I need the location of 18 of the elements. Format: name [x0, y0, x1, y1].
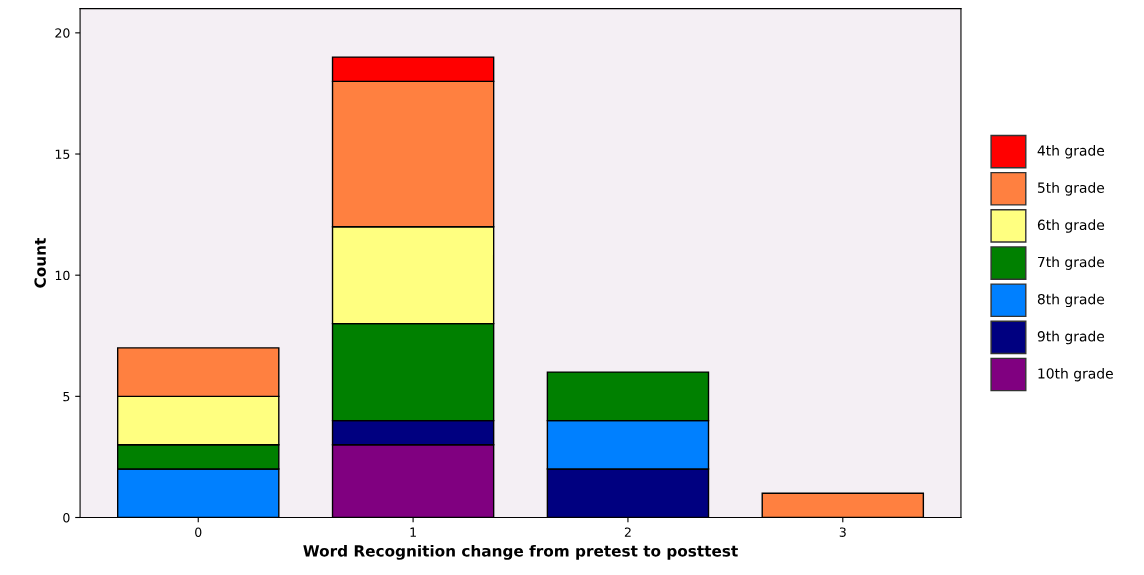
x-axis-title: Word Recognition change from pretest to posttest — [303, 544, 738, 560]
y-tick-label: 0 — [63, 512, 70, 523]
y-axis-title: Count — [34, 238, 46, 288]
legend-label: 8th grade — [1037, 293, 1105, 308]
x-tick-label: 1 — [410, 527, 416, 537]
legend-label: 10th grade — [1038, 367, 1113, 382]
x-tick-label: 2 — [624, 527, 631, 537]
x-tick-label: 0 — [195, 527, 202, 537]
legend-label: 7th grade — [1038, 256, 1105, 270]
y-tick-label: 15 — [55, 149, 70, 159]
legend-label: 9th grade — [1037, 330, 1105, 345]
y-tick-label: 20 — [55, 28, 70, 38]
legend-label: 4th grade — [1037, 145, 1105, 159]
y-tick-label: 10 — [55, 270, 70, 281]
legend-label: 5th grade — [1037, 182, 1105, 196]
x-tick-label: 3 — [839, 527, 846, 537]
y-tick-label: 5 — [63, 391, 70, 402]
legend-label: 6th grade — [1037, 219, 1105, 233]
